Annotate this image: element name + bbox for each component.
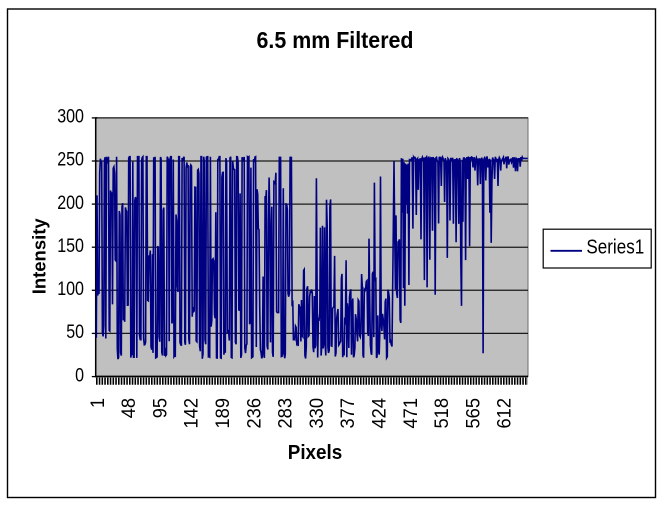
svg-text:565: 565 [462, 398, 484, 429]
svg-text:Intensity: Intensity [29, 218, 49, 294]
svg-text:330: 330 [306, 398, 328, 429]
svg-text:612: 612 [494, 398, 516, 429]
svg-text:6.5 mm Filtered: 6.5 mm Filtered [257, 27, 414, 53]
svg-text:300: 300 [57, 106, 84, 128]
svg-text:100: 100 [57, 278, 84, 300]
svg-text:48: 48 [118, 398, 140, 418]
svg-text:283: 283 [275, 398, 297, 429]
svg-text:471: 471 [400, 398, 422, 429]
svg-text:518: 518 [431, 398, 453, 429]
svg-text:0: 0 [75, 364, 84, 386]
svg-text:Series1: Series1 [586, 236, 644, 258]
svg-text:189: 189 [212, 398, 234, 429]
svg-text:Pixels: Pixels [288, 442, 343, 464]
svg-text:142: 142 [181, 398, 203, 429]
svg-text:200: 200 [57, 192, 84, 214]
svg-text:1: 1 [87, 398, 109, 408]
svg-text:424: 424 [369, 398, 391, 429]
svg-text:95: 95 [149, 398, 171, 418]
svg-text:50: 50 [66, 321, 84, 343]
svg-text:150: 150 [57, 235, 84, 257]
svg-text:377: 377 [337, 398, 359, 429]
svg-text:236: 236 [243, 398, 265, 429]
svg-text:250: 250 [57, 149, 84, 171]
